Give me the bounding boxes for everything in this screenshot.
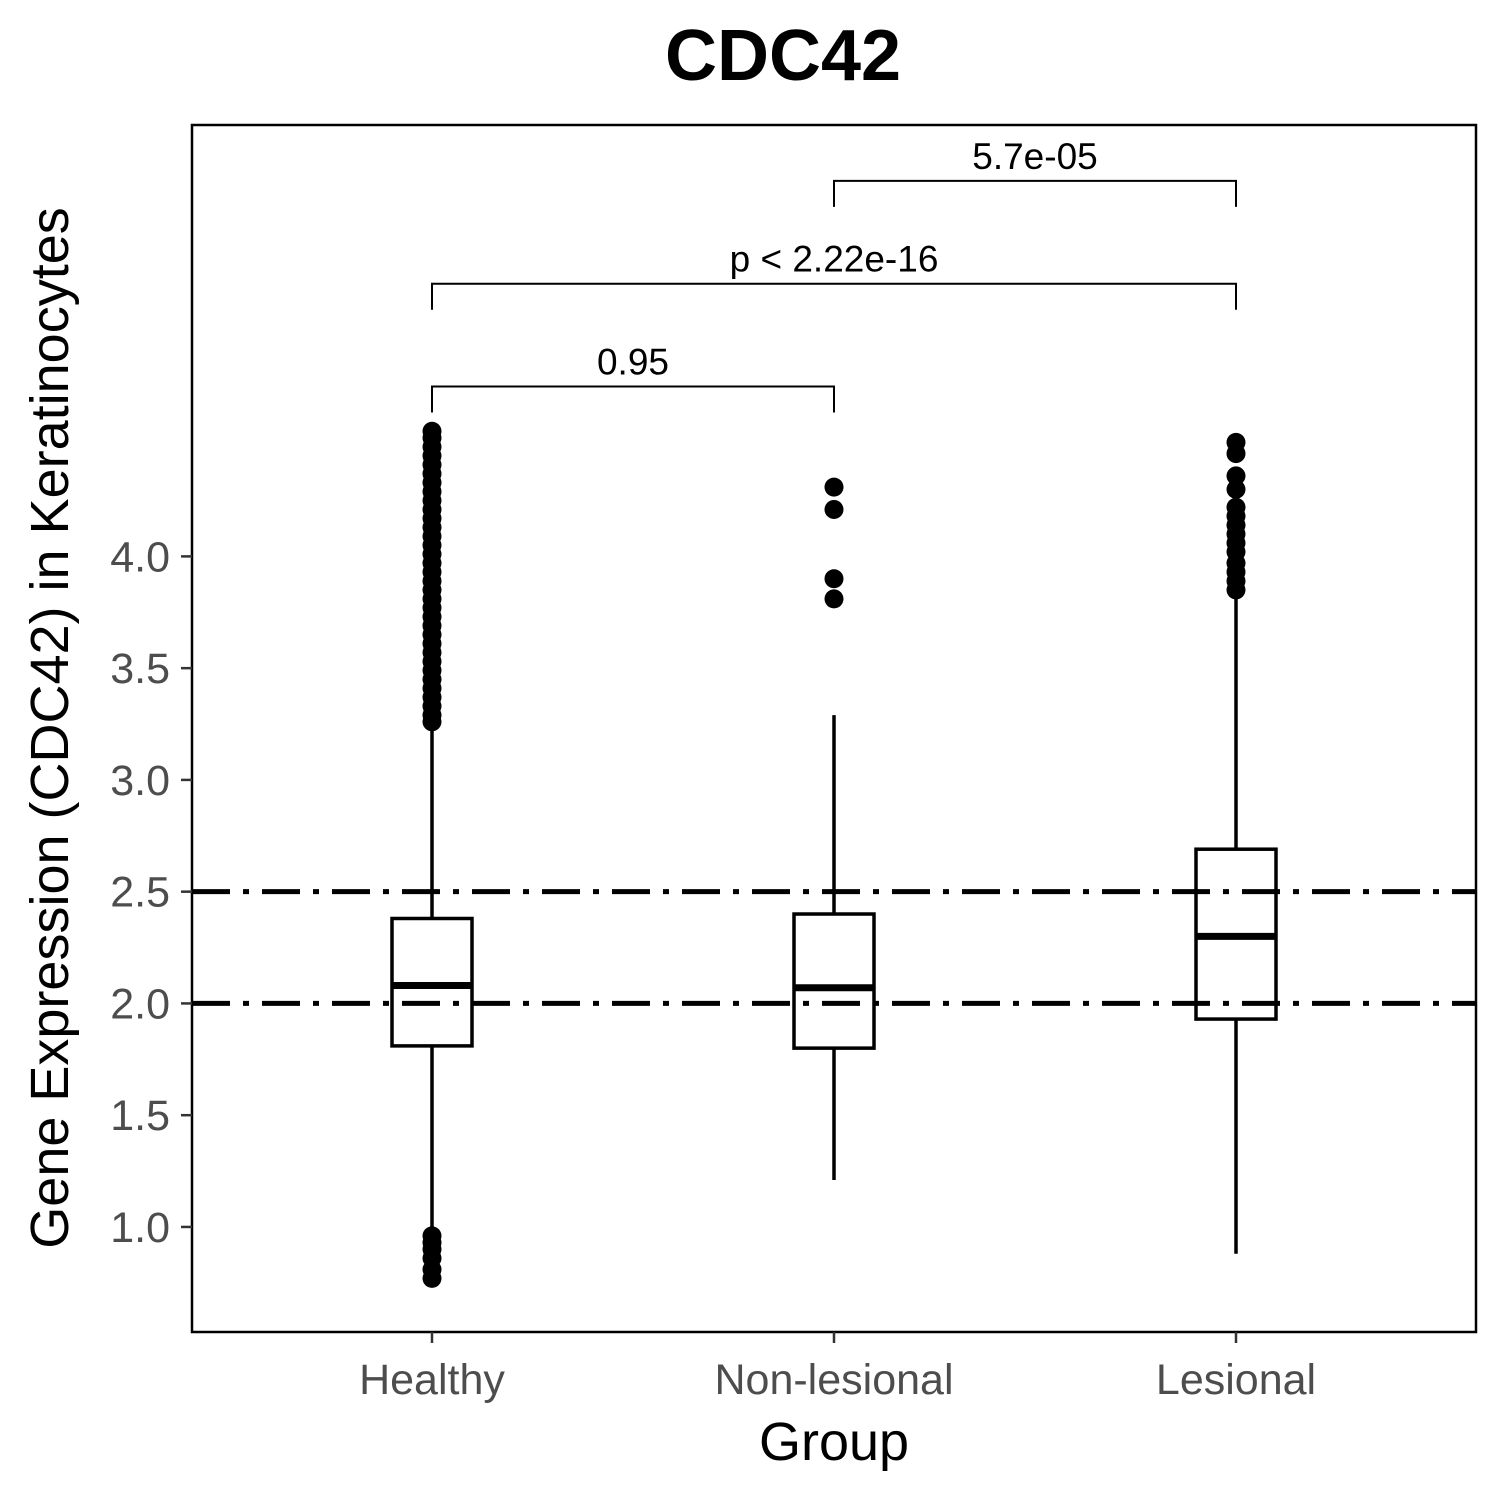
x-tick-label: Healthy	[359, 1356, 505, 1404]
outlier-point	[1226, 497, 1246, 517]
y-tick-label: 3.0	[110, 757, 170, 805]
chart-title: CDC42	[665, 16, 901, 96]
outlier-point	[1226, 432, 1246, 452]
outlier-point	[824, 569, 844, 589]
y-tick-label: 3.5	[110, 645, 170, 693]
outlier-point	[1226, 479, 1246, 499]
bracket-line	[833, 179, 1237, 207]
p-value-label: 0.95	[597, 342, 669, 383]
y-tick-label: 2.5	[110, 869, 170, 917]
bracket-line	[431, 282, 1237, 310]
outlier-point	[422, 421, 442, 441]
outlier-point	[824, 499, 844, 519]
y-tick-label: 2.0	[110, 980, 170, 1028]
box-iqr	[792, 912, 876, 1050]
outlier-point	[824, 477, 844, 497]
outlier-point	[824, 589, 844, 609]
significance-bracket: p < 2.22e-16	[431, 239, 1237, 310]
y-tick-label: 1.0	[110, 1204, 170, 1252]
box-non-lesional	[792, 477, 876, 1181]
y-tick-label: 4.0	[110, 533, 170, 581]
box-lesional	[1194, 432, 1278, 1254]
outlier-point	[1226, 466, 1246, 486]
outlier-point	[422, 1226, 442, 1246]
bracket-line	[431, 385, 835, 413]
box-healthy	[390, 421, 474, 1288]
significance-bracket: 0.95	[431, 342, 835, 413]
p-value-label: p < 2.22e-16	[730, 239, 939, 280]
p-value-label: 5.7e-05	[972, 136, 1098, 177]
significance-bracket: 5.7e-05	[833, 136, 1237, 207]
y-tick-label: 1.5	[110, 1092, 170, 1140]
x-axis-title: Group	[759, 1412, 909, 1472]
y-axis-title: Gene Expression (CDC42) in Keratinocytes	[20, 207, 80, 1248]
plot-area: 0.95 p < 2.22e-16 5.7e-05	[192, 136, 1476, 1288]
x-tick-label: Lesional	[1156, 1356, 1316, 1404]
x-tick-label: Non-lesional	[714, 1356, 953, 1404]
